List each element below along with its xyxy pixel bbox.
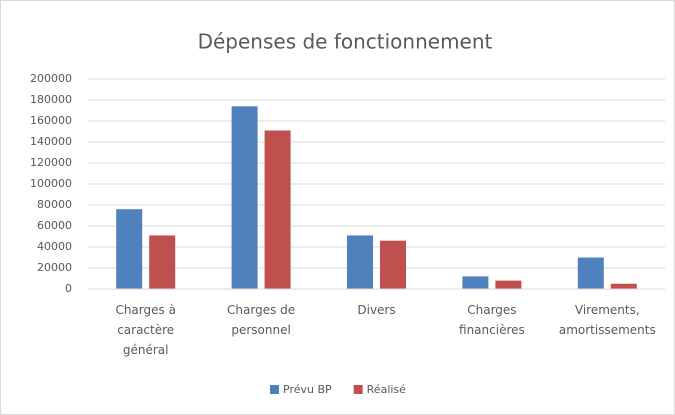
y-tick-label: 120000 — [30, 156, 72, 169]
legend-swatch — [353, 385, 363, 394]
y-tick-label: 200000 — [30, 72, 72, 85]
bar — [380, 240, 406, 289]
legend-label: Réalisé — [367, 383, 407, 396]
y-tick-label: 180000 — [30, 93, 72, 106]
bar — [264, 130, 291, 289]
x-tick-label: Charges à caractère général — [115, 303, 176, 357]
x-tick-label: Charges de personnel — [227, 303, 296, 337]
y-tick-label: 140000 — [30, 135, 72, 148]
x-tick-label: Divers — [357, 303, 396, 317]
bar — [149, 235, 176, 289]
bar — [577, 257, 604, 289]
y-tick-label: 80000 — [37, 198, 72, 211]
bar — [347, 235, 373, 289]
bar — [462, 276, 489, 289]
x-tick-label: Virements, amortissements — [558, 303, 656, 337]
bar — [495, 280, 522, 289]
y-tick-label: 20000 — [37, 261, 72, 274]
chart-title: Dépenses de fonctionnement — [198, 30, 493, 54]
bar — [610, 283, 637, 289]
y-tick-label: 160000 — [30, 114, 72, 127]
y-tick-label: 60000 — [37, 219, 72, 232]
legend-label: Prévu BP — [283, 383, 332, 396]
y-tick-label: 40000 — [37, 240, 72, 253]
x-tick-label: Charges financières — [459, 303, 525, 337]
legend-swatch — [270, 385, 279, 394]
bar — [116, 209, 143, 289]
bar — [231, 106, 258, 289]
y-tick-label: 0 — [65, 282, 72, 295]
y-tick-label: 100000 — [30, 177, 72, 190]
